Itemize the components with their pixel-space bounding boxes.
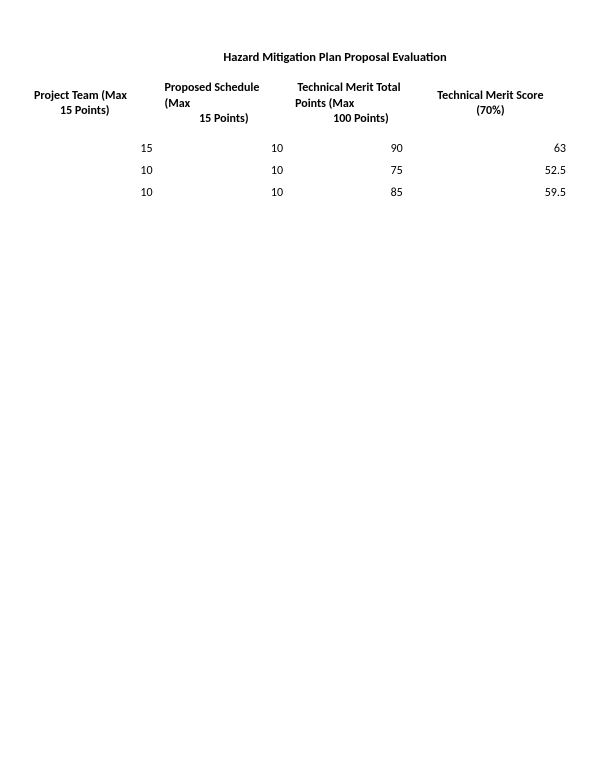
- column-header-line: (70%): [413, 104, 568, 120]
- column-header-line: 100 Points): [293, 112, 405, 128]
- column-header-line: Technical Merit Total: [293, 81, 405, 97]
- page-title: Hazard Mitigation Plan Proposal Evaluati…: [28, 50, 572, 65]
- column-header-line: 15 Points): [163, 112, 286, 128]
- evaluation-table: Project Team (Max 15 Points) Proposed Sc…: [28, 79, 572, 204]
- cell-tech-merit-total: 90: [289, 130, 409, 160]
- cell-tech-merit-total: 75: [289, 160, 409, 182]
- table-row: 10 10 85 59.5: [28, 182, 572, 204]
- table-body: 15 10 90 63 10 10 75 52.5 10 10 85 59.5: [28, 130, 572, 204]
- cell-project-team: 10: [28, 160, 159, 182]
- column-header-line: Proposed Schedule (Max: [163, 81, 286, 112]
- table-row: 10 10 75 52.5: [28, 160, 572, 182]
- cell-tech-merit-score: 59.5: [409, 182, 572, 204]
- cell-tech-merit-score: 52.5: [409, 160, 572, 182]
- cell-tech-merit-total: 85: [289, 182, 409, 204]
- table-header: Project Team (Max 15 Points) Proposed Sc…: [28, 79, 572, 130]
- cell-project-team: 15: [28, 130, 159, 160]
- cell-proposed-schedule: 10: [159, 160, 290, 182]
- column-header-tech-merit-score: Technical Merit Score (70%): [409, 79, 572, 130]
- cell-proposed-schedule: 10: [159, 182, 290, 204]
- cell-tech-merit-score: 63: [409, 130, 572, 160]
- column-header-tech-merit-total: Technical Merit Total Points (Max 100 Po…: [289, 79, 409, 130]
- cell-proposed-schedule: 10: [159, 130, 290, 160]
- column-header-line: 15 Points): [32, 104, 155, 120]
- table-row: 15 10 90 63: [28, 130, 572, 160]
- column-header-proposed-schedule: Proposed Schedule (Max 15 Points): [159, 79, 290, 130]
- cell-project-team: 10: [28, 182, 159, 204]
- column-header-line: Project Team (Max: [32, 89, 155, 105]
- table-header-row: Project Team (Max 15 Points) Proposed Sc…: [28, 79, 572, 130]
- column-header-project-team: Project Team (Max 15 Points): [28, 79, 159, 130]
- column-header-line: Points (Max: [293, 97, 405, 113]
- column-header-line: Technical Merit Score: [413, 89, 568, 105]
